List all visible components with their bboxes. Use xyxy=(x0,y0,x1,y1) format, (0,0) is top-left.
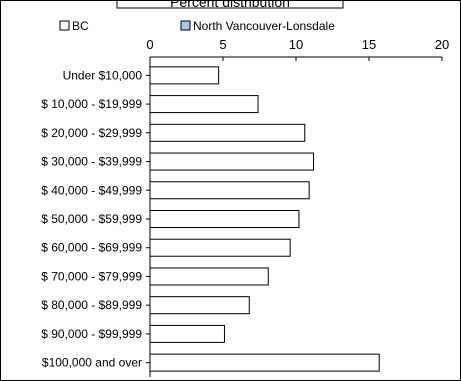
x-tick-label: 0 xyxy=(146,37,153,52)
bar-bc xyxy=(149,238,291,257)
bars xyxy=(149,66,380,372)
bar-bc xyxy=(149,267,269,286)
x-tick-label: 20 xyxy=(435,37,449,52)
legend-label-bc: BC xyxy=(72,19,89,33)
bar-bc xyxy=(149,123,306,142)
y-axis-labels: Under $10,000 $ 10,000 - $19,999 $ 20,000 … xyxy=(41,68,150,370)
legend: BC North Vancouver-Lonsdale xyxy=(59,19,335,33)
category-label: $ 50,000 - $59,999 xyxy=(41,212,142,226)
bar-bc xyxy=(149,296,250,315)
bar-bc xyxy=(149,181,310,200)
title-background xyxy=(116,1,344,9)
bar-bc xyxy=(149,353,380,372)
category-label: $ 10,000 - $19,999 xyxy=(41,97,142,111)
category-label: $100,000 and over xyxy=(42,356,142,370)
bar-bc xyxy=(149,95,259,114)
x-axis: 0 5 10 15 20 xyxy=(146,37,449,61)
category-label: $ 70,000 - $79,999 xyxy=(41,269,142,283)
x-tick-label: 15 xyxy=(362,37,376,52)
chart-title: Percent distribution xyxy=(170,1,290,10)
x-tick-label: 10 xyxy=(289,37,303,52)
category-label: $ 80,000 - $89,999 xyxy=(41,298,142,312)
category-label: $ 40,000 - $49,999 xyxy=(41,183,142,197)
category-label: $ 90,000 - $99,999 xyxy=(41,327,142,341)
bar-bc xyxy=(149,152,315,171)
legend-label-north-vancouver-lonsdale: North Vancouver-Lonsdale xyxy=(193,19,335,33)
category-label: $ 60,000 - $69,999 xyxy=(41,241,142,255)
bar-bc xyxy=(149,210,300,228)
category-label: $ 30,000 - $39,999 xyxy=(41,155,142,169)
x-tick-label: 5 xyxy=(219,37,226,52)
category-label: Under $10,000 xyxy=(63,68,143,82)
bar-bc xyxy=(149,324,225,343)
legend-swatch-bc xyxy=(59,20,70,31)
legend-swatch-north-vancouver-lonsdale xyxy=(180,20,191,31)
bar-bc xyxy=(149,66,220,85)
category-label: $ 20,000 - $29,999 xyxy=(41,126,142,140)
